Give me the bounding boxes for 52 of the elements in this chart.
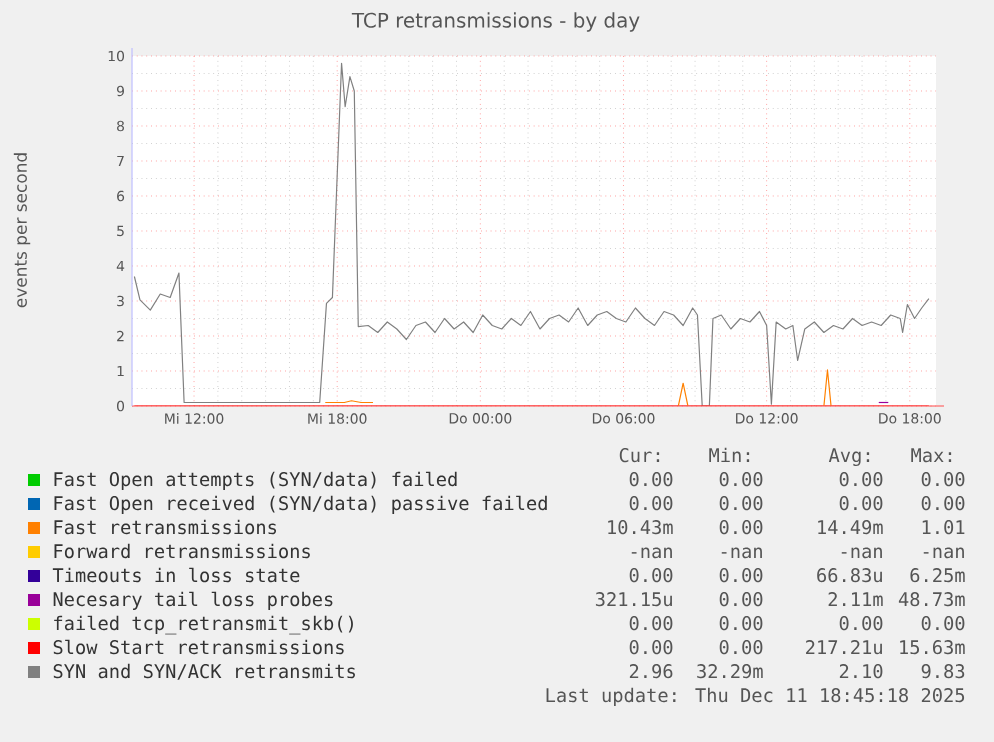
text: 217.21u (806, 640, 882, 655)
text: -nan (631, 547, 672, 559)
text: Last update: Thu Dec 11 18:45:18 2025 (546, 687, 965, 706)
text: 0.00 (921, 496, 965, 511)
text: 10.43m (608, 520, 673, 535)
text: Avg: (828, 448, 870, 467)
text: 66.83u (817, 568, 882, 583)
text: 0.00 (629, 568, 673, 583)
text: 0.00 (719, 616, 763, 631)
legend-label: SYN and SYN/ACK retransmits (53, 663, 355, 680)
legend-label: Slow Start retransmissions (53, 639, 344, 655)
text: 0.00 (629, 472, 673, 487)
text: 0.00 (839, 496, 883, 511)
text: Max: (911, 448, 952, 463)
text: 2.11m (828, 592, 883, 606)
legend-label: failed tcp_retransmit_skb() (54, 615, 353, 635)
text: 0.00 (719, 496, 763, 511)
chart-title: TCP retransmissions - by day (351, 12, 640, 32)
text: 0.00 (719, 472, 763, 487)
text: 2.10 (839, 664, 883, 679)
text: 0.00 (629, 640, 673, 655)
text: -nan (841, 547, 882, 559)
text: 48.73m (898, 592, 965, 607)
text: 1.01 (922, 520, 965, 535)
y-axis-title: events per second (13, 153, 31, 308)
text: 0.00 (719, 568, 763, 583)
legend-label: Fast Open received (SYN/data) passive failed (54, 495, 547, 514)
text: 15.63m (900, 640, 965, 655)
text: 0.00 (921, 616, 965, 631)
text: 9.83 (921, 664, 965, 679)
text: 32.29m (697, 664, 763, 679)
text: 2.96 (629, 664, 673, 679)
text: Min: (709, 447, 750, 462)
text: Cur: (619, 448, 660, 463)
text: 6.25m (910, 568, 965, 583)
legend-label: Forward retransmissions (54, 543, 310, 559)
text: 0.00 (719, 640, 763, 655)
legend-label: Timeouts in loss state (52, 567, 300, 583)
text: 0.00 (629, 616, 673, 631)
legend-label: Necesary tail loss probes (53, 591, 333, 610)
text: 0.00 (719, 592, 763, 607)
text: 0.00 (719, 520, 763, 535)
text: 0.00 (921, 472, 965, 487)
text: 321.15u (595, 592, 672, 607)
text: 0.00 (839, 472, 883, 487)
legend-label: Fast Open attempts (SYN/data) failed (54, 471, 457, 490)
text: -nan (721, 547, 762, 559)
legend-label: Fast retransmissions (54, 519, 277, 535)
text: 0.00 (629, 496, 673, 511)
text: 14.49m (818, 520, 883, 535)
text: -nan (923, 547, 964, 559)
text: 0.00 (839, 616, 883, 631)
